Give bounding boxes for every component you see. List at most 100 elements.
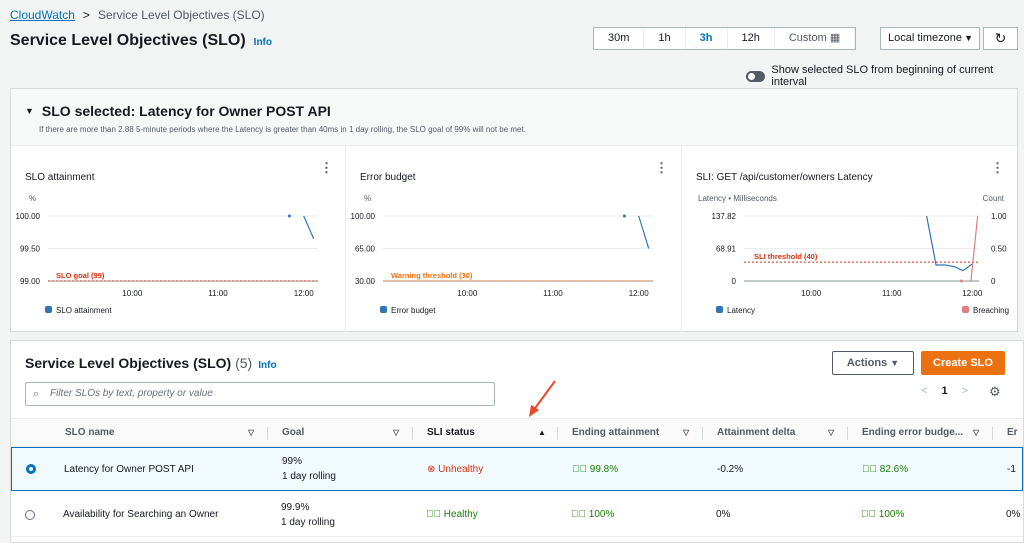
breadcrumb: CloudWatch > Service Level Objectives (S… xyxy=(10,8,265,22)
column-header-attainment-delta[interactable]: Attainment delta xyxy=(717,419,795,447)
table-row[interactable]: Availability for Searching an Owner 99.9… xyxy=(11,493,1023,537)
ending-attainment: 100% xyxy=(588,509,615,520)
toggle-label: Show selected SLO from beginning of curr… xyxy=(771,64,994,88)
y-tick-label: 68.91 xyxy=(716,245,737,254)
error-budget-chart: Error budget ⋮% 100.00 65.00 30.00 10:00 11:00… xyxy=(346,146,682,332)
info-link[interactable]: Info xyxy=(253,37,272,48)
refresh-button[interactable]: ↻ xyxy=(983,27,1018,50)
check-circle-icon: ✓⃝ xyxy=(571,509,589,520)
column-header-ending-error-budget[interactable]: Ending error budge... xyxy=(862,419,963,447)
calendar-icon: ▦ xyxy=(829,32,841,44)
threshold-label: SLI threshold (40) xyxy=(754,252,818,261)
y-right-tick-label: 0 xyxy=(991,277,996,286)
y-tick-label: 65.00 xyxy=(355,245,376,254)
annotation-arrow-icon xyxy=(529,380,556,417)
table-title-text: Service Level Objectives (SLO) xyxy=(25,355,232,371)
column-header-ending-attainment[interactable]: Ending attainment xyxy=(572,419,659,447)
legend-swatch xyxy=(962,306,969,313)
table-row[interactable]: Latency for Owner POST API 99% 1 day roll… xyxy=(11,447,1023,491)
col-label: Ending error budge... xyxy=(862,427,964,438)
y-tick-label: 100.00 xyxy=(16,212,41,221)
search-placeholder: Filter SLOs by text, property or value xyxy=(50,388,213,399)
x-tick-label: 12:00 xyxy=(294,289,315,298)
column-divider[interactable] xyxy=(992,427,993,440)
column-divider[interactable] xyxy=(702,427,703,440)
column-divider[interactable] xyxy=(557,427,558,440)
time-range-30m[interactable]: 30m xyxy=(594,28,645,49)
column-header-goal[interactable]: Goal xyxy=(282,419,304,447)
y-axis-label: % xyxy=(364,194,371,203)
column-divider[interactable] xyxy=(267,427,268,440)
time-range-custom[interactable]: Custom ▦ xyxy=(775,28,856,49)
actions-button[interactable]: Actions ▼ xyxy=(832,351,914,375)
toggle-switch[interactable] xyxy=(746,70,766,82)
filter-icon[interactable]: ▽ xyxy=(683,428,690,437)
selected-slo-panel: ▼ SLO selected: Latency for Owner POST AP… xyxy=(10,88,1018,332)
chart-title: SLI: GET /api/customer/owners Latency xyxy=(696,172,873,183)
slo-attainment-chart: SLO attainment ⋮% 100.00 99.50 99.00 10:00 11:… xyxy=(11,146,346,332)
y-tick-label: 99.50 xyxy=(20,245,41,254)
col-label: SLO name xyxy=(65,427,115,438)
more-options-icon[interactable]: ⋮ xyxy=(991,160,1004,175)
sort-ascending-icon[interactable]: ▲ xyxy=(538,428,546,437)
row-radio[interactable] xyxy=(25,509,35,520)
sli-status: Healthy xyxy=(443,509,478,520)
table-header: SLO name ▽ Goal ▽ SLI status ▲ Ending at… xyxy=(11,418,1023,447)
caret-down-icon: ▼ xyxy=(890,358,900,368)
row-radio-selected[interactable] xyxy=(26,464,36,474)
y-axis-label: Latency • Milliseconds xyxy=(698,194,777,203)
more-options-icon[interactable]: ⋮ xyxy=(320,160,333,175)
filter-icon[interactable]: ▽ xyxy=(828,428,835,437)
gear-icon[interactable]: ⚙ xyxy=(989,384,1001,399)
legend-label: Breaching xyxy=(973,306,1009,315)
time-range-12h[interactable]: 12h xyxy=(728,28,775,49)
collapse-caret-icon[interactable]: ▼ xyxy=(25,106,34,116)
column-divider[interactable] xyxy=(412,427,413,440)
breadcrumb-cloudwatch-link[interactable]: CloudWatch xyxy=(10,8,75,22)
time-range-1h[interactable]: 1h xyxy=(644,28,686,49)
chevron-right-icon: > xyxy=(82,8,90,22)
timezone-select[interactable]: Local timezone ▼ xyxy=(880,27,980,50)
goal: 99% xyxy=(282,456,303,467)
create-slo-button[interactable]: Create SLO xyxy=(921,351,1005,375)
actions-label: Actions xyxy=(846,357,888,369)
prev-page-icon[interactable]: < xyxy=(921,385,928,397)
column-header-sli-status[interactable]: SLI status xyxy=(427,419,475,447)
x-tick-label: 11:00 xyxy=(208,289,228,298)
time-range-3h[interactable]: 3h xyxy=(686,28,728,49)
sli-latency-chart: SLI: GET /api/customer/owners Latency ⋮ La… xyxy=(682,146,1018,332)
slo-name[interactable]: Availability for Searching an Owner xyxy=(63,509,219,520)
more-options-icon[interactable]: ⋮ xyxy=(655,160,668,175)
x-circle-icon: ⊗ xyxy=(427,463,439,475)
filter-icon[interactable]: ▽ xyxy=(393,428,400,437)
next-column-value: 0% xyxy=(1006,509,1021,520)
ending-error-budget: 100% xyxy=(878,509,905,520)
page-title-text: Service Level Objectives (SLO) xyxy=(10,32,246,49)
check-circle-icon: ✓⃝ xyxy=(426,509,444,520)
y-tick-label: 100.00 xyxy=(351,212,376,221)
check-circle-icon: ✓⃝ xyxy=(861,509,879,520)
table-info-link[interactable]: Info xyxy=(258,360,277,371)
column-divider[interactable] xyxy=(847,427,848,440)
page-number[interactable]: 1 xyxy=(941,385,948,397)
series-line xyxy=(926,215,973,272)
filter-icon[interactable]: ▽ xyxy=(973,428,980,437)
caret-down-icon: ▼ xyxy=(964,33,973,43)
filter-slos-input[interactable]: ⌕ Filter SLOs by text, property or value xyxy=(25,382,495,406)
ending-attainment: 99.8% xyxy=(589,463,619,475)
y-axis-right-label: Count xyxy=(983,194,1005,203)
column-header-next[interactable]: Er xyxy=(1007,419,1018,447)
filter-icon[interactable]: ▽ xyxy=(248,428,255,437)
series-line xyxy=(303,215,315,239)
sli-status: Unhealthy xyxy=(438,463,484,475)
slo-name[interactable]: Latency for Owner POST API xyxy=(64,463,194,475)
next-page-icon[interactable]: > xyxy=(961,385,968,397)
column-header-slo-name[interactable]: SLO name xyxy=(65,419,114,447)
y-tick-label: 0 xyxy=(732,277,737,286)
col-label: Attainment delta xyxy=(717,427,796,438)
legend-swatch xyxy=(716,306,723,313)
series-line xyxy=(638,215,650,249)
breadcrumb-current: Service Level Objectives (SLO) xyxy=(97,8,265,22)
show-from-interval-toggle[interactable]: Show selected SLO from beginning of curr… xyxy=(746,64,1024,88)
x-tick-label: 11:00 xyxy=(543,289,563,298)
